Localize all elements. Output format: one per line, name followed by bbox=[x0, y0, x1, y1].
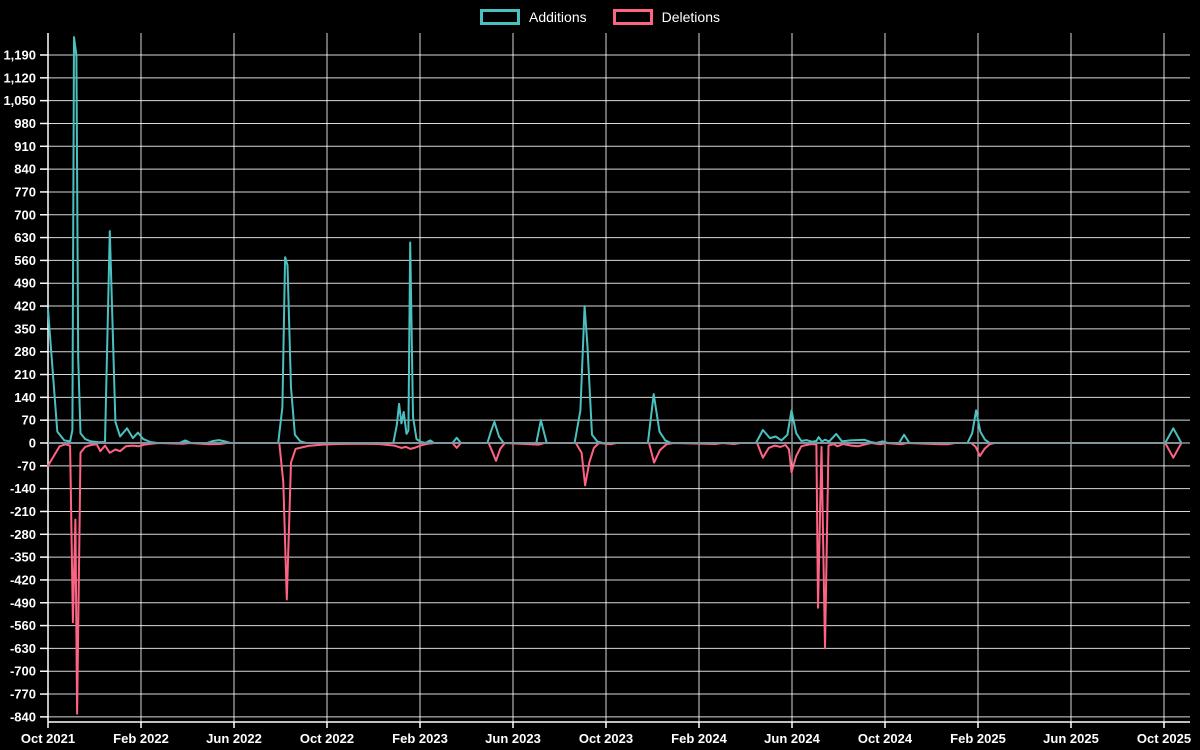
y-tick-label: -770 bbox=[10, 687, 36, 702]
legend-item-deletions[interactable]: Deletions bbox=[612, 8, 720, 26]
additions-legend-swatch bbox=[480, 9, 521, 25]
y-tick-label: 560 bbox=[14, 253, 36, 268]
y-tick-label: 980 bbox=[14, 116, 36, 131]
additions-legend-label: Additions bbox=[529, 9, 587, 25]
y-tick-label: 1,050 bbox=[3, 93, 36, 108]
y-tick-label: 280 bbox=[14, 344, 36, 359]
y-tick-label: 140 bbox=[14, 390, 36, 405]
deletions-legend-swatch bbox=[612, 9, 653, 25]
x-tick-label: Feb 2024 bbox=[671, 731, 727, 746]
x-tick-label: Feb 2022 bbox=[113, 731, 169, 746]
y-tick-label: 910 bbox=[14, 139, 36, 154]
y-tick-label: 1,120 bbox=[3, 70, 36, 85]
y-tick-label: 630 bbox=[14, 230, 36, 245]
y-tick-label: -490 bbox=[10, 595, 36, 610]
y-tick-label: 770 bbox=[14, 184, 36, 199]
y-tick-label: -70 bbox=[17, 458, 36, 473]
y-tick-label: 210 bbox=[14, 367, 36, 382]
legend-item-additions[interactable]: Additions bbox=[480, 8, 587, 26]
chart-legend: Additions Deletions bbox=[0, 8, 1200, 26]
y-tick-label: 840 bbox=[14, 162, 36, 177]
y-tick-label: -840 bbox=[10, 709, 36, 724]
x-tick-label: Oct 2025 bbox=[1137, 731, 1191, 746]
y-tick-label: -420 bbox=[10, 572, 36, 587]
x-tick-label: Oct 2021 bbox=[21, 731, 75, 746]
y-tick-label: -140 bbox=[10, 481, 36, 496]
y-tick-label: -350 bbox=[10, 550, 36, 565]
x-tick-label: Feb 2023 bbox=[392, 731, 448, 746]
y-tick-label: 1,190 bbox=[3, 48, 36, 63]
y-tick-label: 420 bbox=[14, 299, 36, 314]
x-tick-label: Feb 2025 bbox=[950, 731, 1006, 746]
deletions-line-series bbox=[47, 442, 1183, 715]
y-tick-label: -560 bbox=[10, 618, 36, 633]
y-tick-label: 70 bbox=[22, 413, 36, 428]
deletions-legend-label: Deletions bbox=[661, 9, 720, 25]
y-tick-label: 490 bbox=[14, 276, 36, 291]
x-tick-label: Oct 2022 bbox=[300, 731, 354, 746]
x-tick-label: Jun 2024 bbox=[764, 731, 820, 746]
y-tick-label: 700 bbox=[14, 207, 36, 222]
y-tick-label: 0 bbox=[29, 436, 36, 451]
y-tick-label: -700 bbox=[10, 664, 36, 679]
x-tick-label: Jun 2022 bbox=[206, 731, 262, 746]
y-tick-label: 350 bbox=[14, 321, 36, 336]
x-tick-label: Jun 2023 bbox=[485, 731, 541, 746]
y-tick-label: -630 bbox=[10, 641, 36, 656]
y-tick-label: -210 bbox=[10, 504, 36, 519]
additions-line-series bbox=[47, 36, 1183, 444]
x-tick-label: Jun 2025 bbox=[1043, 731, 1099, 746]
x-tick-label: Oct 2023 bbox=[579, 731, 633, 746]
x-tick-label: Oct 2024 bbox=[858, 731, 913, 746]
y-tick-label: -280 bbox=[10, 527, 36, 542]
